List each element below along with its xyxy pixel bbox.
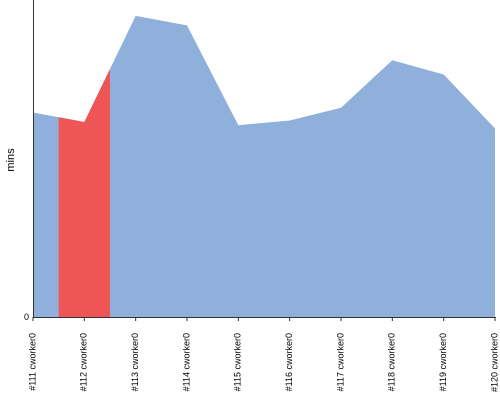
x-tick-label: #119 cworker0 <box>438 333 448 391</box>
x-ticks: #111 cworker0 #112 cworker0 #113 cworker0 #… <box>27 317 499 392</box>
x-tick-label: #118 cworker0 <box>387 333 397 391</box>
y-axis-title: mins <box>5 148 17 172</box>
x-tick-label: #113 cworker0 <box>130 333 140 391</box>
y-ticks: 0 <box>24 312 29 322</box>
x-tick-label: #117 cworker0 <box>335 333 345 391</box>
highlighted-segment <box>58 68 110 317</box>
x-tick-label: #112 cworker0 <box>79 333 89 391</box>
series-area <box>33 15 495 317</box>
plot-area <box>33 15 495 317</box>
x-tick-label: #116 cworker0 <box>284 333 294 391</box>
x-tick-label: #114 cworker0 <box>181 333 191 391</box>
x-tick-label: #111 cworker0 <box>27 333 37 391</box>
x-tick-label: #120 cworker0 <box>489 333 499 392</box>
y-tick-label: 0 <box>24 312 29 322</box>
x-tick-label: #115 cworker0 <box>233 333 243 391</box>
